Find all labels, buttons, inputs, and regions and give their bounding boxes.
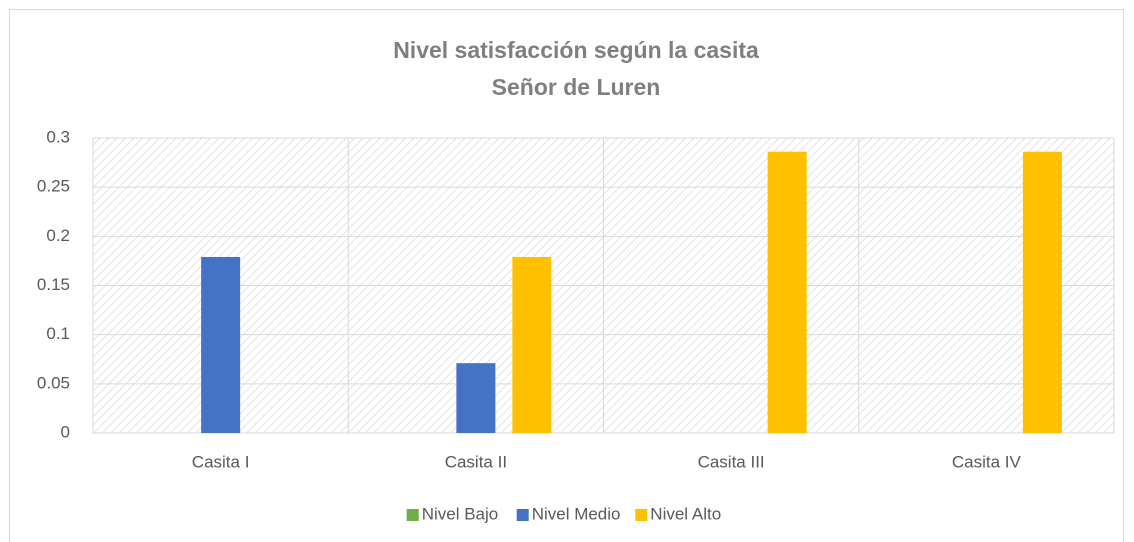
x-tick-label: Casita IV [952, 452, 1022, 471]
y-tick-label: 0.05 [37, 373, 70, 392]
legend-swatch [406, 509, 419, 521]
y-tick-label: 0.3 [46, 127, 70, 146]
chart-title: Nivel satisfacción según la casita [393, 37, 759, 63]
bar [767, 151, 807, 433]
chart-subtitle: Señor de Luren [492, 74, 661, 100]
x-tick-label: Casita I [192, 452, 250, 471]
legend-swatch [516, 509, 529, 521]
bar [512, 256, 552, 433]
x-tick-label: Casita II [445, 452, 507, 471]
y-tick-label: 0.2 [46, 226, 70, 245]
bar [1022, 151, 1062, 433]
legend-swatch [635, 509, 648, 521]
bar [201, 256, 241, 433]
y-tick-label: 0.15 [37, 275, 70, 294]
legend-label: Nivel Bajo [422, 504, 499, 523]
y-tick-label: 0.1 [46, 324, 70, 343]
bar [456, 363, 496, 433]
x-tick-label: Casita III [698, 452, 765, 471]
legend-label: Nivel Medio [532, 504, 621, 523]
y-tick-label: 0 [61, 422, 70, 441]
legend-label: Nivel Alto [650, 504, 721, 523]
y-tick-label: 0.25 [37, 177, 70, 196]
